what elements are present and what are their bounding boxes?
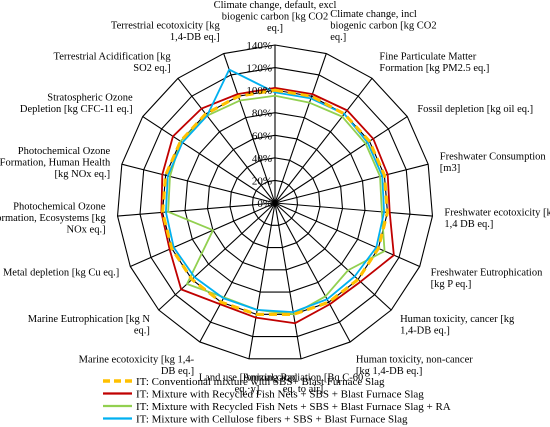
axis-category-label: Freshwater Eutrophication [kg P eq.] xyxy=(431,267,543,290)
tick-label: 60% xyxy=(252,130,272,142)
tick-label: 80% xyxy=(252,108,272,120)
tick-label: 40% xyxy=(252,153,272,165)
spoke-line xyxy=(274,53,327,204)
legend-entry: IT: Mixture with Recycled Fish Nets + SB… xyxy=(136,389,424,401)
axis-category-label: Metal depletion [kg Cu eq.] xyxy=(3,267,119,278)
spoke-line xyxy=(248,202,276,359)
spoke-line xyxy=(274,202,351,343)
axis-category-label: Freshwater Consumption [m3] xyxy=(440,152,547,175)
spoke-line xyxy=(274,116,408,204)
spoke-line xyxy=(274,163,429,204)
axis-category-label: Climate change, default, excl biogenic ca… xyxy=(214,0,337,34)
spoke-line xyxy=(223,53,276,204)
spoke-line xyxy=(117,202,276,217)
series-line-overlay xyxy=(161,88,389,316)
axis-category-label: Marine ecotoxicity [kg 1,4-DB eq.] xyxy=(79,355,195,378)
tick-label: 140% xyxy=(246,40,272,52)
axis-category-label: Terrestrial ecotoxicity [kg 1,4-DB eq.] xyxy=(111,21,221,43)
axis-category-label: Ionizing Radiation [Bq C-60 eq. to air] xyxy=(243,373,363,396)
axis-category-label: Land use [Annual crop eq.·y] xyxy=(199,373,296,396)
axis-category-label: Photochemical Ozone Formation, Human Heal… xyxy=(0,146,111,180)
tick-label: 120% xyxy=(246,63,272,75)
grid-ring xyxy=(251,179,299,226)
axis-labels: Climate change, default, excl biogenic ca… xyxy=(0,0,550,395)
axis-category-label: Freshwater ecotoxicity [kg 1,4 DB eq.] xyxy=(444,207,550,230)
spoke-line xyxy=(274,202,433,217)
axis-category-label: Fine Particulate Matter Formation [kg PM2… xyxy=(379,51,489,74)
radar-grid xyxy=(116,44,434,360)
spoke-line xyxy=(121,163,276,204)
legend-entry: IT: Mixture with Cellulose fibers + SBS … xyxy=(136,414,408,426)
spoke-line xyxy=(274,77,373,204)
axis-category-label: Fossil depletion [kg oil eq.] xyxy=(417,104,533,115)
axis-category-label: Terrestrial Acidification [kg SO2 eq.] xyxy=(54,51,172,74)
spoke-line xyxy=(274,202,302,359)
spoke-line xyxy=(274,202,420,267)
legend-entry: IT: Mixture with Recycled Fish Nets + SB… xyxy=(136,401,451,413)
series-line xyxy=(160,86,395,325)
grid-ring xyxy=(139,67,411,338)
spoke-line xyxy=(274,202,392,311)
spoke-line xyxy=(177,77,276,204)
axis-category-label: Human toxicity, non-cancer [kg 1,4-DB eq.… xyxy=(356,355,473,378)
tick-labels: 0% 20% 40% 60% 80% 100% 120% 140% xyxy=(246,40,272,210)
tick-label: 20% xyxy=(252,175,272,187)
spoke-line xyxy=(142,116,276,204)
tick-label: 0% xyxy=(257,198,272,210)
legend: IT: Conventional mixture with SBS+ Blast… xyxy=(103,376,451,426)
grid-ring xyxy=(206,134,344,271)
spoke-line xyxy=(158,202,276,311)
legend-entry: IT: Conventional mixture with SBS+ Blast… xyxy=(136,376,385,388)
tick-label: 100% xyxy=(246,85,272,97)
series-line xyxy=(165,68,385,313)
axis-category-label: Photochemical Ozone Formation, Ecosystems… xyxy=(0,202,106,236)
axis-category-label: Climate change, incl biogenic carbon [kg … xyxy=(330,9,436,43)
spoke-line xyxy=(199,202,276,343)
grid-ring xyxy=(116,44,434,360)
spoke-line xyxy=(130,202,276,267)
axis-category-label: Stratospheric Ozone Depletion [kg CFC-11 … xyxy=(20,93,133,116)
grid-ring xyxy=(229,157,321,249)
axis-category-label: Human toxicity, cancer [kg 1,4-DB eq.] xyxy=(400,314,515,337)
grid-ring xyxy=(184,112,366,293)
series-group xyxy=(160,68,395,325)
